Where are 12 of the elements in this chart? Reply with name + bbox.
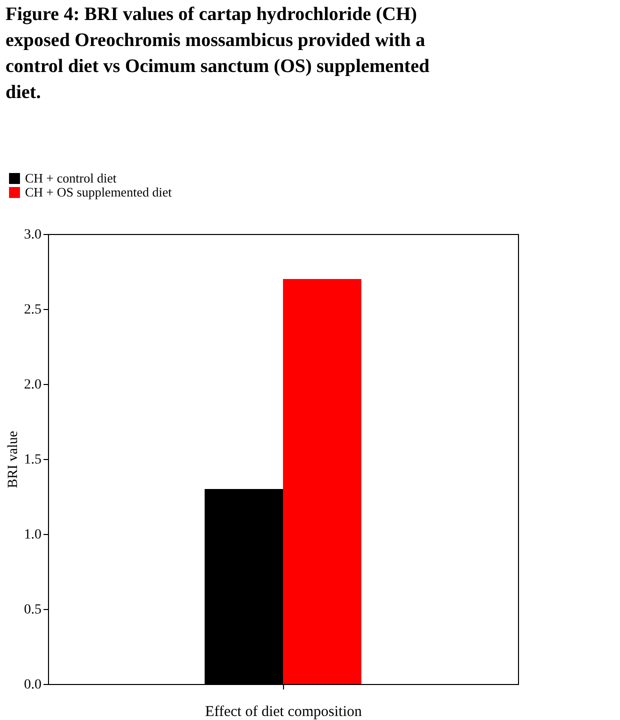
y-tick-label: 2.0 <box>24 378 42 392</box>
y-tick-label: 0.5 <box>24 602 42 618</box>
legend-label: CH + OS supplemented diet <box>25 184 172 200</box>
x-axis-title: Effect of diet composition <box>205 704 362 720</box>
y-tick-label: 2.5 <box>24 302 42 318</box>
y-axis-title: BRI value <box>6 430 21 488</box>
chart-title: Figure 4: BRI values of cartap hydrochloride (CH) exposed Oreochromis mossambicus provided with a control diet vs Ocimum sanctum (OS) supplemented diet. <box>6 4 430 103</box>
y-tick-label: 0.0 <box>24 678 42 692</box>
y-tick-label: 1.5 <box>24 452 42 468</box>
y-tick-label: 3.0 <box>24 228 42 242</box>
legend-label: CH + control diet <box>25 170 117 186</box>
y-tick-label: 1.0 <box>24 528 42 542</box>
